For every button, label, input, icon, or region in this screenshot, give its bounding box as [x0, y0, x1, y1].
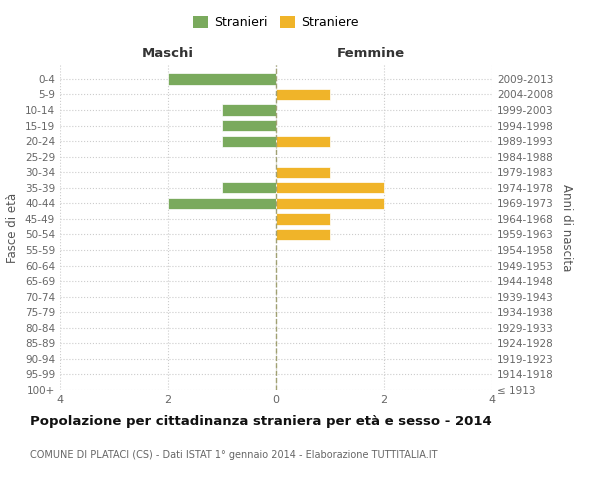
Text: Maschi: Maschi: [142, 47, 194, 60]
Bar: [276, 229, 330, 240]
Text: COMUNE DI PLATACI (CS) - Dati ISTAT 1° gennaio 2014 - Elaborazione TUTTITALIA.IT: COMUNE DI PLATACI (CS) - Dati ISTAT 1° g…: [30, 450, 437, 460]
Bar: [168, 74, 276, 85]
Bar: [222, 182, 276, 194]
Y-axis label: Fasce di età: Fasce di età: [7, 192, 19, 262]
Text: Femmine: Femmine: [337, 47, 405, 60]
Bar: [168, 198, 276, 209]
Text: Popolazione per cittadinanza straniera per età e sesso - 2014: Popolazione per cittadinanza straniera p…: [30, 415, 492, 428]
Bar: [276, 136, 330, 146]
Y-axis label: Anni di nascita: Anni di nascita: [560, 184, 573, 271]
Bar: [276, 182, 384, 194]
Bar: [222, 136, 276, 146]
Bar: [276, 89, 330, 100]
Bar: [222, 104, 276, 116]
Bar: [276, 214, 330, 224]
Bar: [222, 120, 276, 131]
Bar: [276, 198, 384, 209]
Legend: Stranieri, Straniere: Stranieri, Straniere: [188, 11, 364, 34]
Bar: [276, 166, 330, 178]
